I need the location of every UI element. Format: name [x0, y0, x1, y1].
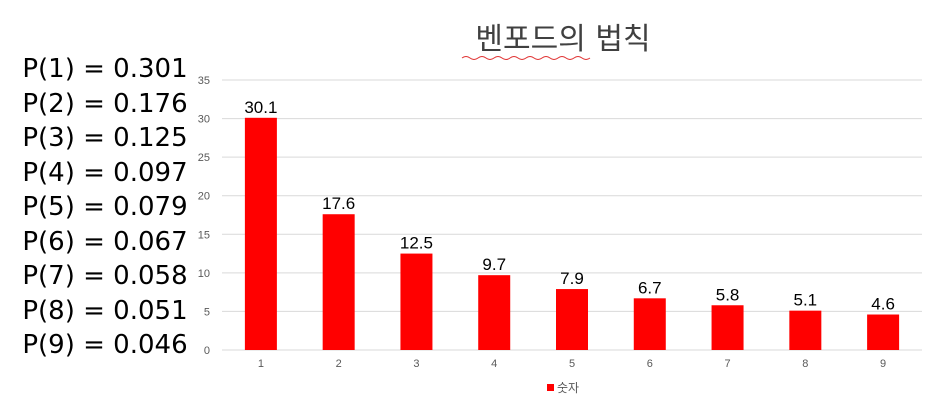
data-labels: 30.1 17.6 12.5 9.7 7.9 6.7 5.8 5.1 4.6 [244, 98, 895, 314]
probability-item: P(4) = 0.097 [22, 157, 188, 188]
spellcheck-underline [461, 56, 591, 60]
data-label: 6.7 [638, 278, 662, 297]
bar [867, 314, 900, 350]
data-label: 17.6 [322, 194, 355, 213]
legend: 숫자 [547, 381, 579, 395]
bar [322, 214, 355, 350]
x-tick-label: 1 [258, 358, 264, 370]
data-label: 5.8 [716, 285, 740, 304]
bar [711, 305, 744, 350]
y-tick-label: 0 [204, 345, 210, 357]
x-tick-label: 3 [413, 358, 419, 370]
y-tick-label: 25 [198, 152, 210, 164]
data-label: 4.6 [871, 295, 895, 314]
data-label: 5.1 [794, 291, 818, 310]
x-axis-ticks: 1 2 3 4 5 6 7 8 9 [258, 358, 886, 370]
probability-list: P(1) = 0.301 P(2) = 0.176 P(3) = 0.125 P(4)… [0, 52, 210, 363]
probability-item: P(7) = 0.058 [22, 261, 188, 291]
probability-item: P(3) = 0.125 [22, 123, 188, 153]
data-label: 9.7 [482, 255, 506, 274]
data-label: 12.5 [400, 234, 433, 253]
probability-item: P(6) = 0.067 [22, 226, 188, 257]
probability-item: P(2) = 0.176 [22, 88, 188, 119]
y-axis-ticks: 0 5 10 15 20 25 30 35 [198, 75, 210, 357]
y-tick-label: 5 [204, 306, 210, 318]
x-tick-label: 9 [880, 358, 886, 370]
bar [400, 253, 433, 350]
probability-item: P(9) = 0.046 [22, 330, 188, 360]
x-tick-label: 2 [336, 358, 342, 370]
chart-title: 벤포드의 법칙 [475, 22, 650, 57]
bar [478, 275, 511, 350]
bar [556, 289, 588, 350]
data-label: 7.9 [560, 269, 584, 288]
x-tick-label: 5 [569, 358, 575, 370]
x-tick-label: 8 [802, 358, 808, 370]
probability-item: P(8) = 0.051 [22, 295, 188, 326]
legend-swatch [547, 384, 554, 391]
y-tick-label: 35 [198, 75, 210, 87]
bar [633, 298, 666, 350]
legend-label: 숫자 [557, 381, 579, 395]
bar [789, 310, 822, 350]
y-tick-label: 15 [198, 229, 210, 241]
y-tick-label: 20 [198, 191, 210, 203]
y-tick-label: 10 [198, 268, 210, 280]
probability-item: P(1) = 0.301 [22, 54, 188, 84]
x-tick-label: 4 [491, 358, 497, 370]
bars [244, 117, 900, 350]
bar [244, 117, 277, 350]
probability-item: P(5) = 0.079 [22, 192, 188, 222]
data-label: 30.1 [244, 98, 277, 117]
x-tick-label: 6 [647, 358, 653, 370]
x-tick-label: 7 [724, 358, 730, 370]
y-tick-label: 30 [198, 114, 210, 126]
